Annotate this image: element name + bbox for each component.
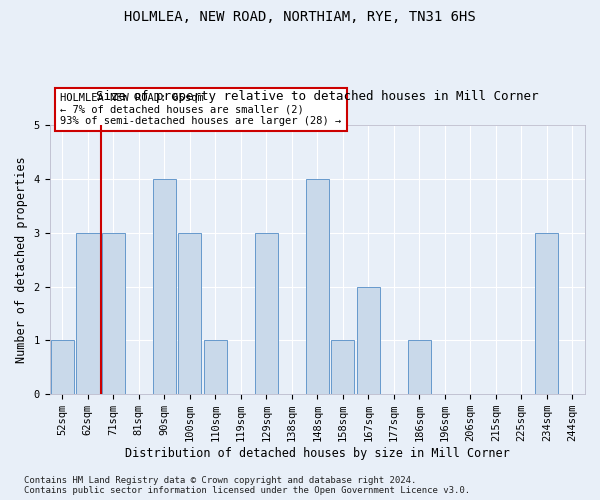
Text: Contains HM Land Registry data © Crown copyright and database right 2024.
Contai: Contains HM Land Registry data © Crown c… [24, 476, 470, 495]
Bar [331, 340, 355, 394]
Bar [178, 233, 202, 394]
Title: Size of property relative to detached houses in Mill Corner: Size of property relative to detached ho… [96, 90, 539, 103]
Y-axis label: Number of detached properties: Number of detached properties [15, 156, 28, 363]
Bar [407, 340, 431, 394]
Bar [305, 179, 329, 394]
Bar [152, 179, 176, 394]
Bar [356, 286, 380, 394]
Bar [76, 233, 100, 394]
Bar [50, 340, 74, 394]
Bar [101, 233, 125, 394]
Bar [254, 233, 278, 394]
Bar [203, 340, 227, 394]
Bar [535, 233, 559, 394]
Text: HOLMLEA, NEW ROAD, NORTHIAM, RYE, TN31 6HS: HOLMLEA, NEW ROAD, NORTHIAM, RYE, TN31 6… [124, 10, 476, 24]
Text: HOLMLEA NEW ROAD: 65sqm
← 7% of detached houses are smaller (2)
93% of semi-deta: HOLMLEA NEW ROAD: 65sqm ← 7% of detached… [60, 93, 341, 126]
X-axis label: Distribution of detached houses by size in Mill Corner: Distribution of detached houses by size … [125, 447, 509, 460]
